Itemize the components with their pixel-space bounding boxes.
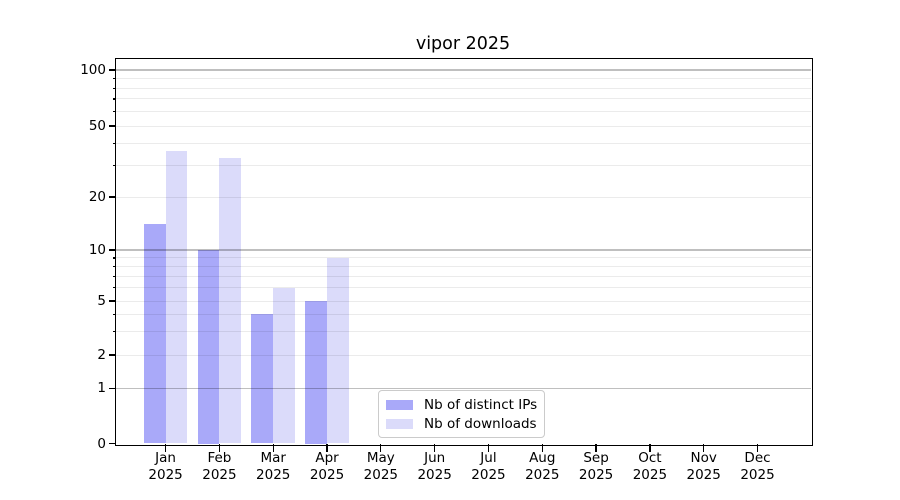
y-tick-mark xyxy=(108,125,116,127)
y-tick-label: 20 xyxy=(88,189,106,205)
gridline-minor xyxy=(116,125,811,127)
y-minor-tick-mark xyxy=(112,87,116,89)
gridline-minor xyxy=(116,110,811,112)
bar-distinct-ips-feb xyxy=(197,250,220,444)
x-tick-label-oct: Oct 2025 xyxy=(632,450,668,483)
x-tick-mark xyxy=(326,444,328,452)
gridline-minor xyxy=(116,275,811,277)
plot-area xyxy=(116,59,811,444)
x-tick-mark xyxy=(649,444,651,452)
legend-swatch-downloads xyxy=(386,418,413,429)
y-minor-tick-mark xyxy=(112,313,116,315)
gridline-major xyxy=(116,387,811,389)
x-tick-label-mar: Mar 2025 xyxy=(256,450,291,483)
x-tick-mark xyxy=(218,444,221,452)
gridline-minor xyxy=(116,354,811,356)
y-minor-tick-mark xyxy=(112,142,116,145)
y-tick-label: 10 xyxy=(88,242,106,258)
gridline-minor xyxy=(116,313,811,315)
legend-item-downloads: Nb of downloads xyxy=(386,415,537,432)
gridline-minor xyxy=(116,330,811,332)
y-tick-mark xyxy=(108,300,116,302)
gridline-minor xyxy=(116,98,811,100)
x-tick-label-apr: Apr 2025 xyxy=(309,450,345,483)
legend-swatch-distinct-ips xyxy=(386,399,413,410)
y-minor-tick-mark xyxy=(112,330,116,332)
y-tick-mark xyxy=(108,69,116,71)
gridline-minor xyxy=(116,165,811,167)
y-minor-tick-mark xyxy=(112,257,116,259)
gridline-minor xyxy=(116,265,811,267)
y-tick-label: 2 xyxy=(97,347,106,363)
x-tick-mark xyxy=(703,444,705,452)
y-tick-mark xyxy=(108,387,116,389)
x-tick-label-dec: Dec 2025 xyxy=(740,450,775,483)
x-tick-mark xyxy=(756,444,759,452)
y-minor-tick-mark xyxy=(112,78,116,80)
x-tick-mark xyxy=(487,444,490,452)
bar-distinct-ips-apr xyxy=(305,301,328,444)
legend-label-downloads: Nb of downloads xyxy=(424,415,537,432)
gridline-minor xyxy=(116,142,811,144)
gridline-minor xyxy=(116,287,811,289)
x-tick-mark xyxy=(272,444,274,452)
bar-downloads-apr xyxy=(327,257,349,444)
y-tick-label: 0 xyxy=(97,435,106,452)
x-tick-mark xyxy=(164,444,167,452)
gridline-major xyxy=(116,249,811,251)
y-minor-tick-mark xyxy=(112,110,116,113)
bar-distinct-ips-jan xyxy=(143,224,166,444)
gridline-minor xyxy=(116,257,811,259)
x-tick-label-sep: Sep 2025 xyxy=(578,450,614,483)
gridline-minor xyxy=(116,78,811,79)
x-tick-mark xyxy=(434,444,436,452)
y-minor-tick-mark xyxy=(112,287,116,289)
y-tick-label: 1 xyxy=(97,380,106,397)
legend-item-distinct-ips: Nb of distinct IPs xyxy=(386,396,538,413)
legend: Nb of distinct IPs Nb of downloads xyxy=(378,390,545,438)
x-tick-mark xyxy=(380,444,382,452)
y-tick-mark xyxy=(108,249,116,251)
y-tick-mark xyxy=(108,354,116,356)
x-tick-label-jan: Jan 2025 xyxy=(148,450,183,483)
y-minor-tick-mark xyxy=(112,265,116,268)
gridline-major xyxy=(116,69,811,71)
x-tick-label-nov: Nov 2025 xyxy=(686,450,721,483)
y-minor-tick-mark xyxy=(112,165,116,167)
gridline-minor xyxy=(116,300,811,302)
x-tick-label-jul: Jul 2025 xyxy=(471,450,506,483)
bar-downloads-feb xyxy=(219,158,242,444)
x-tick-label-feb: Feb 2025 xyxy=(202,450,237,483)
y-tick-label: 100 xyxy=(80,62,106,78)
y-tick-label: 50 xyxy=(88,118,106,134)
gridline-minor xyxy=(116,87,811,89)
y-minor-tick-mark xyxy=(112,98,116,100)
y-tick-label: 5 xyxy=(97,293,106,309)
x-tick-label-jun: Jun 2025 xyxy=(417,450,452,483)
x-tick-mark xyxy=(595,444,597,452)
bar-downloads-mar xyxy=(273,287,296,444)
y-tick-mark xyxy=(108,442,116,445)
x-tick-mark xyxy=(541,444,543,452)
x-tick-label-aug: Aug 2025 xyxy=(525,450,560,483)
y-tick-mark xyxy=(108,196,116,198)
bar-downloads-jan xyxy=(165,151,188,444)
x-tick-label-may: May 2025 xyxy=(363,450,399,483)
chart-title: vipor 2025 xyxy=(415,34,511,54)
legend-label-distinct-ips: Nb of distinct IPs xyxy=(424,396,538,413)
bar-distinct-ips-mar xyxy=(251,314,274,444)
gridline-minor xyxy=(116,196,811,198)
y-minor-tick-mark xyxy=(112,275,116,278)
